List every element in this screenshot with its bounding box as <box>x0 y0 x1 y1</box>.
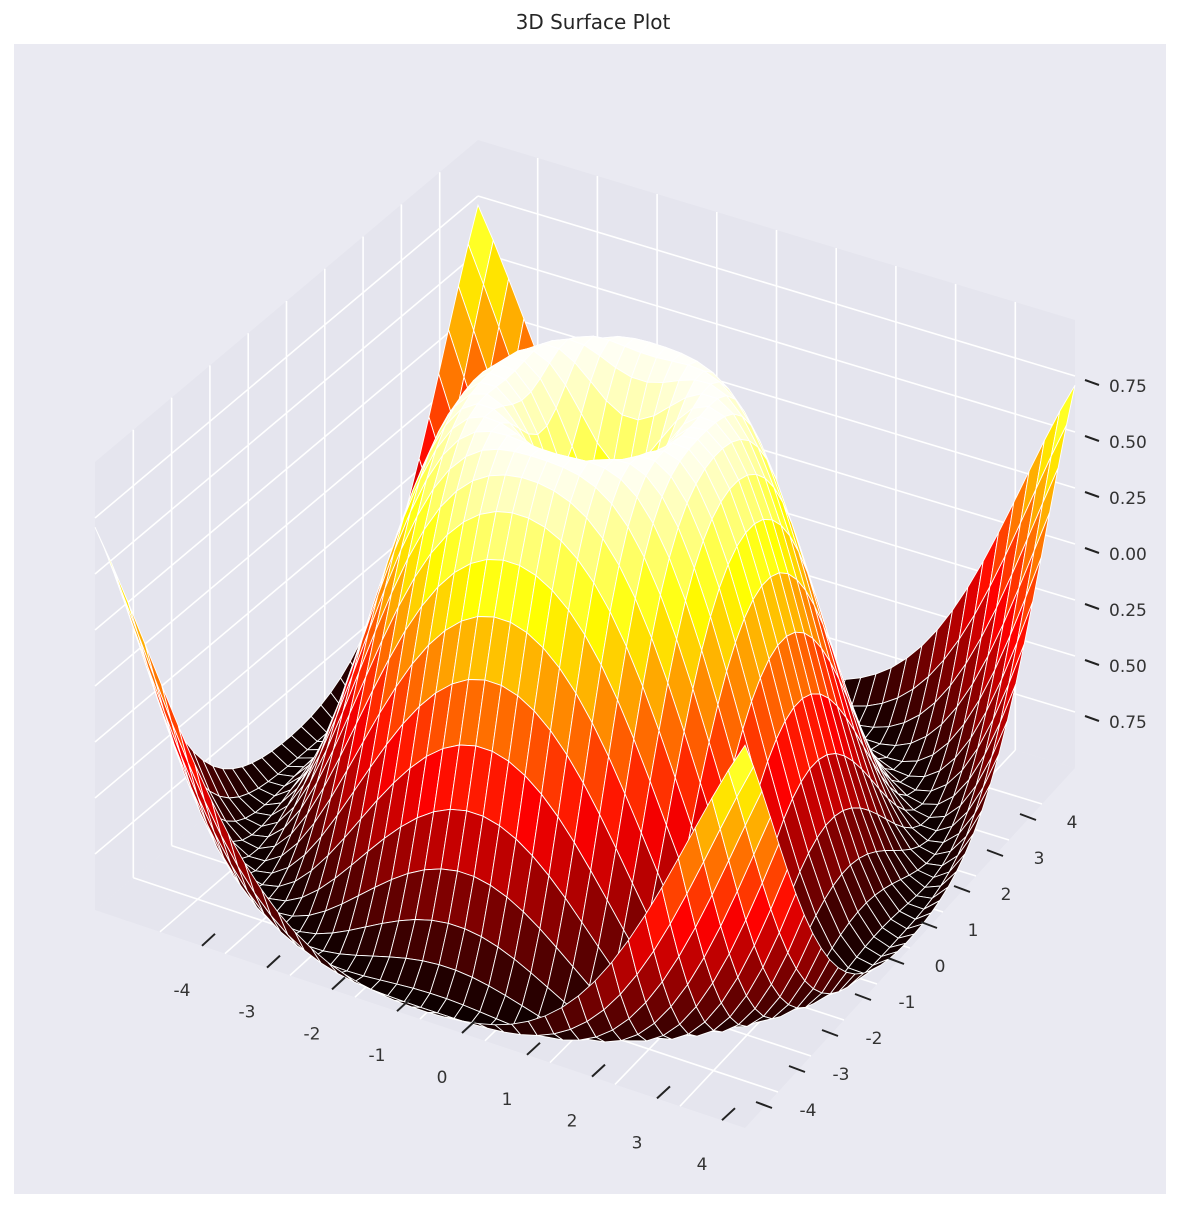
x-tick-label: 3 <box>632 1133 643 1153</box>
y-tick-label: -4 <box>800 1101 817 1121</box>
x-tick-label: 2 <box>567 1112 578 1132</box>
y-tick-label: 2 <box>1001 885 1012 905</box>
y-tick <box>953 885 971 893</box>
x-tick <box>266 954 281 969</box>
y-tick <box>788 1065 806 1073</box>
x-tick-label: -3 <box>239 1003 256 1023</box>
z-tick <box>1084 547 1100 554</box>
x-tick <box>591 1063 606 1078</box>
z-tick <box>1084 379 1100 386</box>
x-tick <box>526 1042 541 1056</box>
x-tick-label: -2 <box>304 1024 321 1044</box>
z-tick-label: 0.25 <box>1109 601 1147 621</box>
surface-mesh <box>94 203 1076 1043</box>
z-tick-label: 0.50 <box>1109 657 1147 677</box>
y-tick <box>1019 813 1037 821</box>
x-tick <box>656 1085 671 1100</box>
y-tick <box>755 1101 773 1109</box>
x-tick-label: 0 <box>437 1068 448 1088</box>
y-tick <box>887 957 905 965</box>
y-tick-label: -3 <box>833 1065 850 1085</box>
axis-ticks: -4 -3 -2 -1 0 1 2 3 4 -4 -3 -2 -1 0 1 2 3 4 0.75 0.50 0.25 0.… <box>174 377 1147 1175</box>
x-tick <box>396 998 411 1012</box>
x-tick-label: 1 <box>502 1090 513 1110</box>
x-tick <box>721 1107 736 1121</box>
x-tick-label: -1 <box>369 1046 386 1066</box>
z-tick <box>1084 491 1100 498</box>
z-tick <box>1084 659 1100 666</box>
x-tick <box>201 933 216 947</box>
y-tick-label: 4 <box>1067 813 1078 833</box>
y-tick <box>986 849 1004 857</box>
x-tick-label: 4 <box>697 1155 708 1175</box>
y-tick <box>854 993 872 1001</box>
z-tick <box>1084 435 1100 442</box>
gridline <box>477 195 1076 377</box>
x-tick <box>331 976 346 991</box>
gridline <box>477 251 1076 433</box>
z-tick-label: 0.50 <box>1109 433 1147 453</box>
y-tick-label: -2 <box>866 1029 883 1049</box>
z-tick <box>1084 603 1100 610</box>
z-tick-label: 0.00 <box>1109 545 1147 565</box>
surface-facet <box>727 744 754 798</box>
gridline <box>94 251 479 575</box>
chart-title: 3D Surface Plot <box>515 10 671 34</box>
gridline <box>94 363 479 687</box>
gridline <box>94 195 479 519</box>
y-tick-label: 1 <box>968 921 979 941</box>
gridline <box>94 307 479 631</box>
y-tick <box>821 1029 839 1037</box>
y-tick-label: -1 <box>899 993 916 1013</box>
y-tick-label: 3 <box>1034 849 1045 869</box>
z-tick-label: 0.25 <box>1109 489 1147 509</box>
z-tick-label: 0.75 <box>1109 377 1147 397</box>
z-tick-label: 0.75 <box>1109 713 1147 733</box>
x-tick-label: -4 <box>174 981 191 1001</box>
y-tick <box>920 921 938 929</box>
y-tick-label: 0 <box>935 957 946 977</box>
z-tick <box>1084 715 1100 722</box>
x-tick <box>461 1020 476 1034</box>
